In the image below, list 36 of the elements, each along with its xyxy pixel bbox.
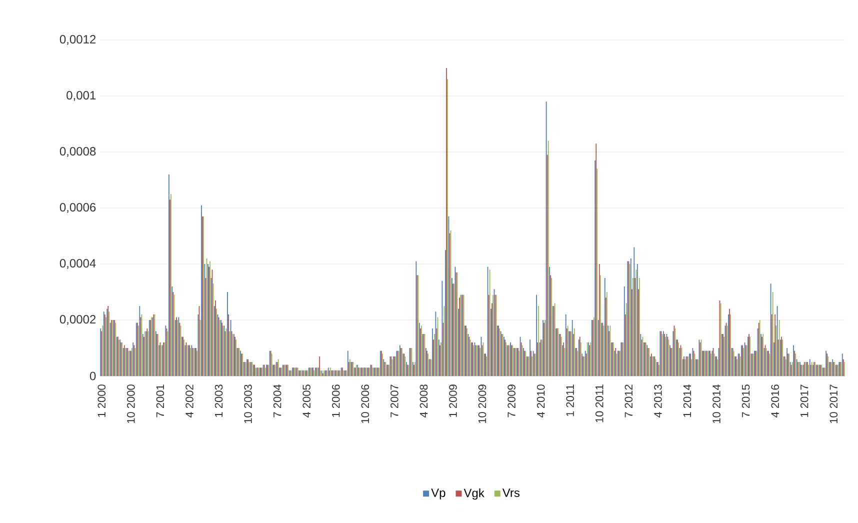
x-tick-label: 4 2005 <box>302 384 310 418</box>
x-tick-label: 10 2003 <box>244 384 252 424</box>
y-tick-label: 0,001 <box>66 91 96 101</box>
x-tick-label: 1 2003 <box>214 384 223 417</box>
x-tick-label: 10 2006 <box>361 384 370 424</box>
legend-label: Vgk <box>464 488 484 500</box>
legend-label: Vrs <box>502 488 520 498</box>
x-tick-label: 4 2016 <box>771 384 779 418</box>
y-tick-label: 0,0012 <box>60 35 96 45</box>
x-tick-label: 7 2007 <box>390 384 398 418</box>
x-tick-label: 1 2000 <box>98 384 106 417</box>
x-tick-label: 1 2017 <box>800 384 808 417</box>
x-tick-label: 10 2000 <box>127 384 135 424</box>
x-tick-label: 1 2009 <box>449 384 457 417</box>
x-tick-label: 7 2004 <box>273 384 282 418</box>
x-tick-label: 1 2006 <box>332 384 340 417</box>
x-tick-label: 4 2013 <box>654 384 662 418</box>
x-tick-label: 7 2001 <box>156 384 164 418</box>
legend-label: Vp <box>431 488 446 500</box>
x-tick-label: 1 2014 <box>683 384 692 417</box>
x-tick-label: 1 2011 <box>566 384 574 416</box>
y-tick-label: 0 <box>90 372 96 380</box>
y-tick-label: 0,0008 <box>60 147 96 157</box>
y-tick-label: 0,0006 <box>60 203 96 213</box>
x-tick-label: 7 2012 <box>624 384 633 418</box>
x-tick-label: 7 2009 <box>508 384 516 418</box>
x-tick-label: 4 2010 <box>536 384 545 418</box>
x-tick-label: 10 2017 <box>830 384 838 424</box>
x-tick-label: 4 2008 <box>420 384 428 418</box>
x-tick-label: 10 2009 <box>478 384 486 424</box>
x-tick-label: 7 2015 <box>742 384 750 418</box>
x-tick-label: 10 2011 <box>595 384 604 422</box>
y-tick-label: 0,0002 <box>60 315 96 325</box>
y-tick-label: 0,0004 <box>60 259 96 269</box>
x-tick-label: 10 2014 <box>712 384 720 424</box>
x-tick-label: 4 2002 <box>186 384 194 418</box>
